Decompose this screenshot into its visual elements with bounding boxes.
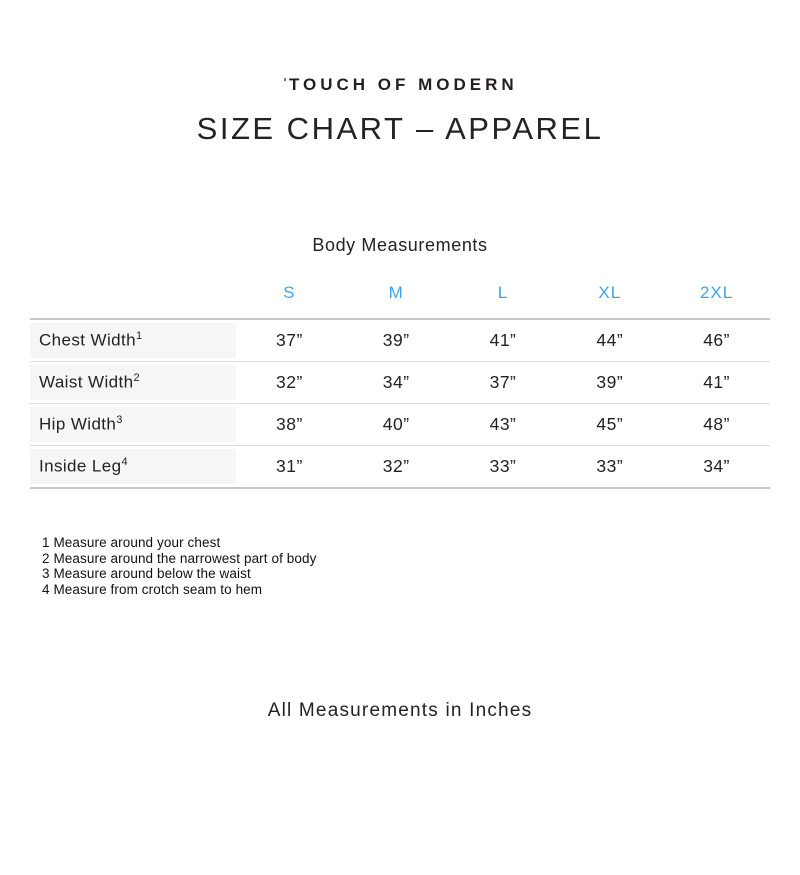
- size-header-l: L: [497, 283, 509, 302]
- row-label: Hip Width3: [39, 414, 123, 434]
- table-body: Chest Width1 37” 39” 41” 44” 46” Waist W…: [30, 318, 770, 489]
- footnote-ref: 1: [136, 330, 143, 343]
- cell-value: 34”: [703, 456, 730, 476]
- table-row-chest: Chest Width1 37” 39” 41” 44” 46”: [30, 320, 770, 362]
- row-label-cell: Inside Leg4: [30, 446, 236, 487]
- size-header-s: S: [283, 283, 296, 302]
- cell-value: 48”: [703, 414, 730, 434]
- row-label: Waist Width2: [39, 372, 140, 392]
- table-caption: Body Measurements: [312, 235, 488, 255]
- cell-value: 45”: [596, 414, 624, 434]
- table-row-hip: Hip Width3 38” 40” 43” 45” 48”: [30, 404, 770, 446]
- row-label: Chest Width1: [39, 330, 143, 350]
- logo-mark: ˈ: [282, 75, 289, 94]
- footnote-line: 4 Measure from crotch seam to hem: [42, 581, 263, 597]
- size-header-2xl: 2XL: [699, 283, 734, 302]
- size-header-xl: XL: [598, 283, 622, 302]
- row-label-cell: Chest Width1: [30, 320, 236, 361]
- footnotes: 1 Measure around your chest 2 Measure ar…: [42, 535, 800, 597]
- cell-value: 39”: [596, 372, 624, 392]
- cell-value: 31”: [276, 456, 303, 476]
- cell-value: 33”: [596, 456, 624, 476]
- cell-value: 34”: [382, 372, 410, 392]
- size-header-m: M: [388, 283, 404, 302]
- cell-value: 43”: [489, 414, 517, 434]
- logo-text: TOUCH OF MODERN: [288, 75, 518, 94]
- cell-value: 41”: [703, 372, 730, 392]
- table-row-waist: Waist Width2 32” 34” 37” 39” 41”: [30, 362, 770, 404]
- cell-value: 40”: [382, 414, 410, 434]
- cell-value: 32”: [382, 456, 410, 476]
- footnote-line: 3 Measure around below the waist: [42, 566, 251, 581]
- cell-value: 33”: [489, 456, 517, 476]
- cell-value: 32”: [276, 372, 303, 392]
- cell-value: 44”: [596, 330, 624, 350]
- footnote-line: 2 Measure around the narrowest part of b…: [42, 550, 317, 566]
- page-title: SIZE CHART – APPAREL: [196, 111, 604, 146]
- cell-value: 41”: [489, 330, 517, 350]
- footnote-ref: 4: [121, 456, 128, 469]
- footnote-ref: 3: [116, 414, 123, 427]
- row-label-cell: Waist Width2: [30, 362, 236, 403]
- row-label-cell: Hip Width3: [30, 404, 236, 445]
- row-label: Inside Leg4: [39, 456, 128, 476]
- cell-value: 37”: [489, 372, 517, 392]
- table-row-inside-leg: Inside Leg4 31” 32” 33” 33” 34”: [30, 446, 770, 487]
- cell-value: 38”: [276, 414, 303, 434]
- cell-value: 39”: [382, 330, 410, 350]
- footnote-line: 1 Measure around your chest: [42, 535, 221, 550]
- cell-value: 37”: [276, 330, 303, 350]
- brand-logo: ˈTOUCH OF MODERN: [0, 75, 800, 95]
- footnote-ref: 2: [133, 372, 140, 385]
- size-table: S M L XL 2XL Chest Width1 37” 39” 41” 44…: [30, 282, 770, 489]
- size-chart-page: ˈTOUCH OF MODERN SIZE CHART – APPAREL Bo…: [0, 75, 800, 875]
- footer-note: All Measurements in Inches: [267, 700, 533, 721]
- cell-value: 46”: [703, 330, 730, 350]
- size-header-row: S M L XL 2XL: [30, 282, 770, 304]
